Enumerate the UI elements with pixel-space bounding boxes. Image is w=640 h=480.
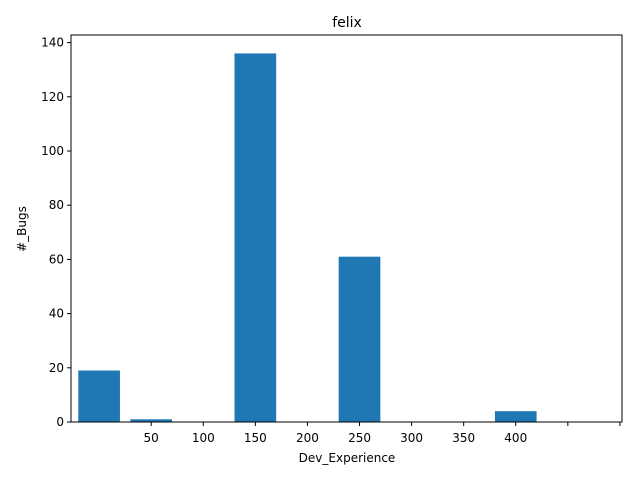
y-tick-label-2: 40 — [49, 307, 64, 321]
y-axis-ticks: 0 20 40 60 80 100 120 140 — [41, 36, 71, 429]
x-tick-label-2: 150 — [244, 431, 267, 445]
y-tick-label-3: 60 — [49, 252, 64, 266]
bar-0 — [78, 370, 120, 422]
y-tick-label-4: 80 — [49, 198, 64, 212]
x-tick-label-4: 250 — [348, 431, 371, 445]
x-axis-label: Dev_Experience — [299, 451, 396, 465]
plot-frame — [70, 34, 623, 423]
x-axis-ticks: 50 100 150 200 250 300 350 400 — [144, 422, 621, 445]
bar-5 — [338, 256, 381, 422]
x-tick-label-1: 100 — [192, 431, 215, 445]
bar-3 — [234, 53, 277, 423]
x-tick-label-7: 400 — [504, 431, 527, 445]
y-tick-label-1: 20 — [49, 361, 64, 375]
bars-group — [78, 53, 537, 423]
x-tick-label-6: 350 — [452, 431, 475, 445]
x-tick-label-0: 50 — [144, 431, 159, 445]
chart-title: felix — [332, 15, 362, 31]
y-tick-label-7: 140 — [41, 36, 64, 50]
y-tick-label-0: 0 — [56, 415, 64, 429]
y-axis-label: #_Bugs — [15, 206, 29, 252]
bar-8 — [494, 411, 537, 422]
y-tick-label-6: 120 — [41, 90, 64, 104]
bar-1 — [130, 419, 173, 422]
x-tick-label-3: 200 — [296, 431, 319, 445]
y-tick-label-5: 100 — [41, 144, 64, 158]
x-tick-label-5: 300 — [400, 431, 423, 445]
